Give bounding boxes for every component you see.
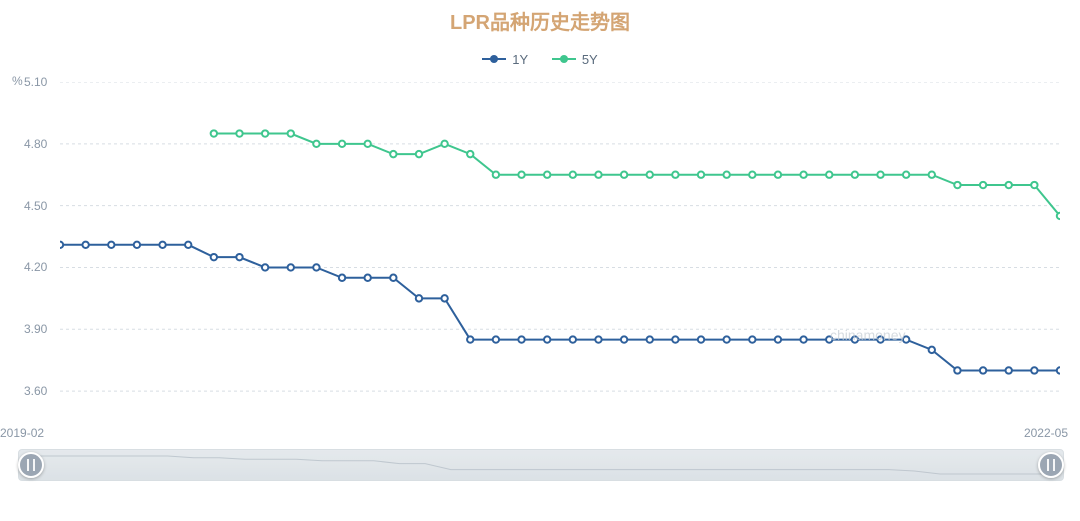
data-point[interactable] [134, 242, 140, 248]
data-point[interactable] [852, 336, 858, 342]
data-point[interactable] [518, 172, 524, 178]
data-point[interactable] [185, 242, 191, 248]
data-point[interactable] [364, 275, 370, 281]
data-point[interactable] [826, 172, 832, 178]
data-point[interactable] [364, 141, 370, 147]
data-point[interactable] [236, 254, 242, 260]
data-point[interactable] [108, 242, 114, 248]
data-point[interactable] [800, 172, 806, 178]
data-point[interactable] [1057, 213, 1060, 219]
data-point[interactable] [82, 242, 88, 248]
data-point[interactable] [262, 264, 268, 270]
data-point[interactable] [570, 172, 576, 178]
legend-label-1y: 1Y [512, 52, 528, 67]
data-point[interactable] [416, 295, 422, 301]
data-point[interactable] [929, 172, 935, 178]
data-point[interactable] [698, 172, 704, 178]
y-tick-label: 3.90 [24, 322, 47, 336]
data-point[interactable] [723, 336, 729, 342]
data-point[interactable] [211, 130, 217, 136]
data-point[interactable] [60, 242, 63, 248]
data-point[interactable] [595, 336, 601, 342]
range-sparkline [19, 450, 1063, 480]
legend-swatch-5y [552, 58, 576, 60]
data-point[interactable] [800, 336, 806, 342]
legend-swatch-1y [482, 58, 506, 60]
data-point[interactable] [493, 172, 499, 178]
data-point[interactable] [595, 172, 601, 178]
data-point[interactable] [647, 336, 653, 342]
range-handle-right[interactable] [1038, 452, 1064, 478]
data-point[interactable] [390, 151, 396, 157]
x-axis-start-label: 2019-02 [0, 426, 44, 440]
data-point[interactable] [672, 336, 678, 342]
y-tick-label: 4.80 [24, 137, 47, 151]
data-point[interactable] [877, 172, 883, 178]
data-point[interactable] [288, 264, 294, 270]
data-point[interactable] [339, 141, 345, 147]
data-point[interactable] [749, 172, 755, 178]
data-point[interactable] [980, 367, 986, 373]
data-point[interactable] [262, 130, 268, 136]
lpr-chart: LPR品种历史走势图 1Y 5Y % 3.60 3.90 4.20 4.50 4.80 5… [0, 0, 1080, 521]
data-point[interactable] [390, 275, 396, 281]
data-point[interactable] [749, 336, 755, 342]
series-line [60, 245, 1060, 371]
data-point[interactable] [903, 336, 909, 342]
data-point[interactable] [621, 172, 627, 178]
data-point[interactable] [416, 151, 422, 157]
data-point[interactable] [288, 130, 294, 136]
legend-item-1y[interactable]: 1Y [482, 52, 528, 67]
data-point[interactable] [1031, 367, 1037, 373]
data-point[interactable] [313, 264, 319, 270]
data-point[interactable] [544, 336, 550, 342]
data-point[interactable] [826, 336, 832, 342]
data-point[interactable] [313, 141, 319, 147]
data-point[interactable] [698, 336, 704, 342]
data-point[interactable] [775, 336, 781, 342]
range-handle-left[interactable] [18, 452, 44, 478]
data-point[interactable] [877, 336, 883, 342]
data-point[interactable] [1031, 182, 1037, 188]
data-point[interactable] [672, 172, 678, 178]
data-point[interactable] [647, 172, 653, 178]
data-point[interactable] [1006, 367, 1012, 373]
data-point[interactable] [570, 336, 576, 342]
data-point[interactable] [518, 336, 524, 342]
data-point[interactable] [159, 242, 165, 248]
plot-area [60, 82, 1060, 422]
legend: 1Y 5Y [0, 48, 1080, 67]
data-point[interactable] [1006, 182, 1012, 188]
data-point[interactable] [544, 172, 550, 178]
x-axis-end-label: 2022-05 [1024, 426, 1068, 440]
data-point[interactable] [954, 367, 960, 373]
legend-item-5y[interactable]: 5Y [552, 52, 598, 67]
y-tick-label: 4.20 [24, 260, 47, 274]
data-point[interactable] [1057, 367, 1060, 373]
data-point[interactable] [929, 347, 935, 353]
data-point[interactable] [441, 141, 447, 147]
data-point[interactable] [236, 130, 242, 136]
data-point[interactable] [467, 151, 473, 157]
data-point[interactable] [621, 336, 627, 342]
range-slider[interactable] [18, 449, 1064, 481]
data-point[interactable] [775, 172, 781, 178]
data-point[interactable] [980, 182, 986, 188]
chart-title: LPR品种历史走势图 [0, 6, 1080, 35]
data-point[interactable] [723, 172, 729, 178]
data-point[interactable] [954, 182, 960, 188]
y-tick-label: 5.10 [24, 75, 47, 89]
data-point[interactable] [211, 254, 217, 260]
y-axis-unit: % [12, 74, 23, 88]
data-point[interactable] [441, 295, 447, 301]
y-tick-label: 4.50 [24, 199, 47, 213]
data-point[interactable] [903, 172, 909, 178]
data-point[interactable] [852, 172, 858, 178]
legend-label-5y: 5Y [582, 52, 598, 67]
data-point[interactable] [467, 336, 473, 342]
data-point[interactable] [339, 275, 345, 281]
data-point[interactable] [493, 336, 499, 342]
y-tick-label: 3.60 [24, 384, 47, 398]
